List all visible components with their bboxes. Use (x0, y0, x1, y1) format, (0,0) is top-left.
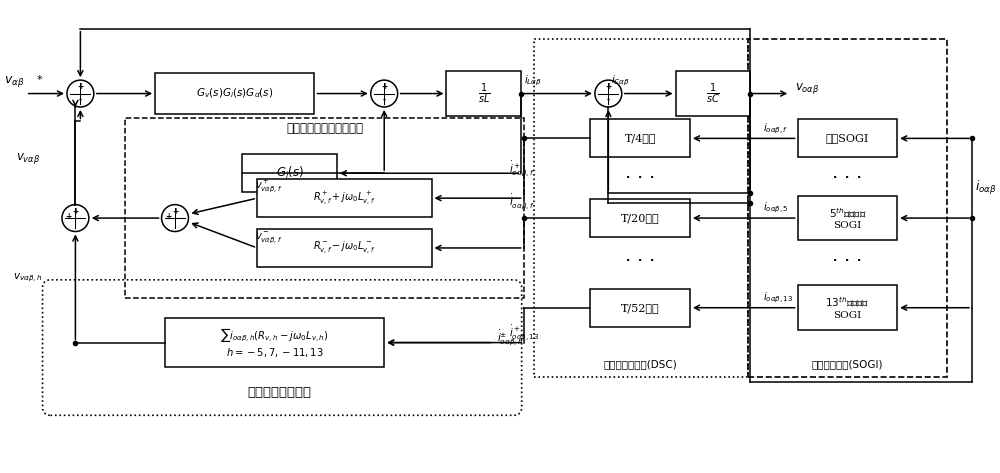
Text: -: - (79, 96, 82, 105)
Text: -: - (607, 96, 610, 105)
Text: $*$: $*$ (36, 71, 43, 83)
Bar (590, 289, 690, 327)
Text: T/20延时: T/20延时 (621, 213, 660, 223)
Text: $\dot{i}^+_{o\alpha\beta,13}$: $\dot{i}^+_{o\alpha\beta,13}$ (509, 323, 539, 342)
Circle shape (162, 205, 188, 231)
Text: $i_{o\alpha\beta}$: $i_{o\alpha\beta}$ (975, 179, 997, 197)
Text: $i_{C\alpha\beta}$: $i_{C\alpha\beta}$ (611, 73, 630, 88)
Text: $13^{th}$谐波频率
SOGI: $13^{th}$谐波频率 SOGI (825, 296, 869, 320)
Text: 基频SOGI: 基频SOGI (826, 133, 869, 143)
Circle shape (62, 205, 89, 231)
Bar (798, 285, 897, 330)
Text: $\dot{i}^{\pm}_{o\alpha\beta,h}$: $\dot{i}^{\pm}_{o\alpha\beta,h}$ (497, 328, 523, 347)
Text: $i_{o\alpha\beta,5}$: $i_{o\alpha\beta,5}$ (763, 201, 788, 215)
Text: $\dot{i}^+_{o\alpha\beta,f}$: $\dot{i}^+_{o\alpha\beta,f}$ (509, 159, 535, 178)
Text: $5^{th}$谐波频率
SOGI: $5^{th}$谐波频率 SOGI (829, 206, 866, 230)
Text: +: + (65, 211, 72, 220)
Text: ·  ·  ·: · · · (833, 256, 862, 266)
Text: ·  ·  ·: · · · (626, 173, 654, 183)
Text: $v_{\alpha\beta}$: $v_{\alpha\beta}$ (4, 74, 24, 89)
Bar (748, 39, 947, 377)
Text: ·  ·  ·: · · · (626, 256, 654, 266)
Text: +: + (77, 82, 84, 91)
Bar (590, 120, 690, 158)
Bar (446, 71, 521, 116)
Bar (257, 179, 432, 217)
Text: -: - (383, 96, 386, 105)
Bar (798, 120, 897, 158)
Text: 二阶广义积分(SOGI): 二阶广义积分(SOGI) (812, 359, 883, 369)
Text: $\frac{1}{sC}$: $\frac{1}{sC}$ (706, 81, 720, 106)
Text: +: + (165, 211, 171, 220)
Text: $v_{o\alpha\beta}$: $v_{o\alpha\beta}$ (795, 81, 820, 96)
Text: +: + (605, 82, 611, 91)
Text: T/52延时: T/52延时 (621, 303, 660, 313)
Circle shape (67, 80, 94, 107)
Bar (798, 196, 897, 240)
Text: +: + (72, 207, 79, 216)
Text: ·  ·  ·: · · · (833, 173, 862, 183)
Bar (534, 39, 748, 377)
Bar (590, 199, 690, 237)
Text: $\sum i_{o\alpha\beta,h}(R_{v,h}-j\omega_0L_{v,h})$
$h=-5,7,-11,13$: $\sum i_{o\alpha\beta,h}(R_{v,h}-j\omega… (220, 326, 329, 359)
Bar (676, 71, 750, 116)
Circle shape (371, 80, 398, 107)
Text: $R^-_{v,f}-j\omega_0L^-_{v,f}$: $R^-_{v,f}-j\omega_0L^-_{v,f}$ (313, 240, 376, 256)
Bar (257, 229, 432, 267)
Text: $R^+_{v,f}+j\omega_0L^+_{v,f}$: $R^+_{v,f}+j\omega_0L^+_{v,f}$ (313, 190, 376, 207)
Bar (242, 154, 337, 192)
Text: 虚拟可变谐波阻抗: 虚拟可变谐波阻抗 (248, 386, 312, 399)
Circle shape (595, 80, 622, 107)
Text: $\frac{1}{sL}$: $\frac{1}{sL}$ (478, 81, 490, 106)
Text: 延时信号相消法(DSC): 延时信号相消法(DSC) (603, 359, 677, 369)
Text: $v^+_{v\alpha\beta,f}$: $v^+_{v\alpha\beta,f}$ (255, 177, 282, 193)
Text: $i_{L\alpha\beta}$: $i_{L\alpha\beta}$ (524, 73, 542, 88)
Text: $i_{o\alpha\beta,13}$: $i_{o\alpha\beta,13}$ (763, 290, 793, 305)
Text: $v^-_{v\alpha\beta,f}$: $v^-_{v\alpha\beta,f}$ (255, 231, 282, 245)
Text: +: + (381, 82, 387, 91)
Text: $G_v(s)G_i(s)G_d(s)$: $G_v(s)G_i(s)G_d(s)$ (196, 87, 274, 100)
Text: T/4延时: T/4延时 (624, 133, 656, 143)
Bar (165, 318, 384, 368)
Text: $v_{v\alpha\beta,h}$: $v_{v\alpha\beta,h}$ (13, 272, 42, 284)
Text: $v_{v\alpha\beta}$: $v_{v\alpha\beta}$ (16, 151, 40, 166)
Bar (125, 118, 524, 298)
Text: $i_{o\alpha\beta,f}$: $i_{o\alpha\beta,f}$ (763, 121, 788, 136)
Bar (155, 73, 314, 114)
Text: 虚拟基波正序、负序阻抗: 虚拟基波正序、负序阻抗 (286, 122, 363, 135)
Text: +: + (172, 207, 178, 216)
Text: $\dot{i}^-_{o\alpha\beta,f}$: $\dot{i}^-_{o\alpha\beta,f}$ (509, 192, 535, 210)
Text: $G_i(s)$: $G_i(s)$ (276, 165, 304, 181)
